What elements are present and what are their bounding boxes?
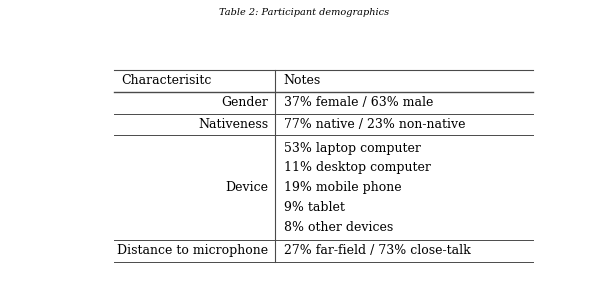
Text: 19% mobile phone: 19% mobile phone: [284, 181, 401, 194]
Text: 27% far-field / 73% close-talk: 27% far-field / 73% close-talk: [284, 244, 471, 257]
Text: Nativeness: Nativeness: [198, 118, 268, 131]
Text: 77% native / 23% non-native: 77% native / 23% non-native: [284, 118, 465, 131]
Text: 53% laptop computer: 53% laptop computer: [284, 142, 421, 155]
Text: Device: Device: [225, 181, 268, 194]
Text: Table 2: Participant demographics: Table 2: Participant demographics: [219, 8, 389, 17]
Text: Gender: Gender: [221, 96, 268, 109]
Text: Distance to microphone: Distance to microphone: [117, 244, 268, 257]
Text: 9% tablet: 9% tablet: [284, 201, 345, 214]
Text: Notes: Notes: [284, 74, 321, 87]
Text: 37% female / 63% male: 37% female / 63% male: [284, 96, 433, 109]
Text: 11% desktop computer: 11% desktop computer: [284, 161, 430, 174]
Text: Characterisitc: Characterisitc: [121, 74, 211, 87]
Text: 8% other devices: 8% other devices: [284, 221, 393, 234]
